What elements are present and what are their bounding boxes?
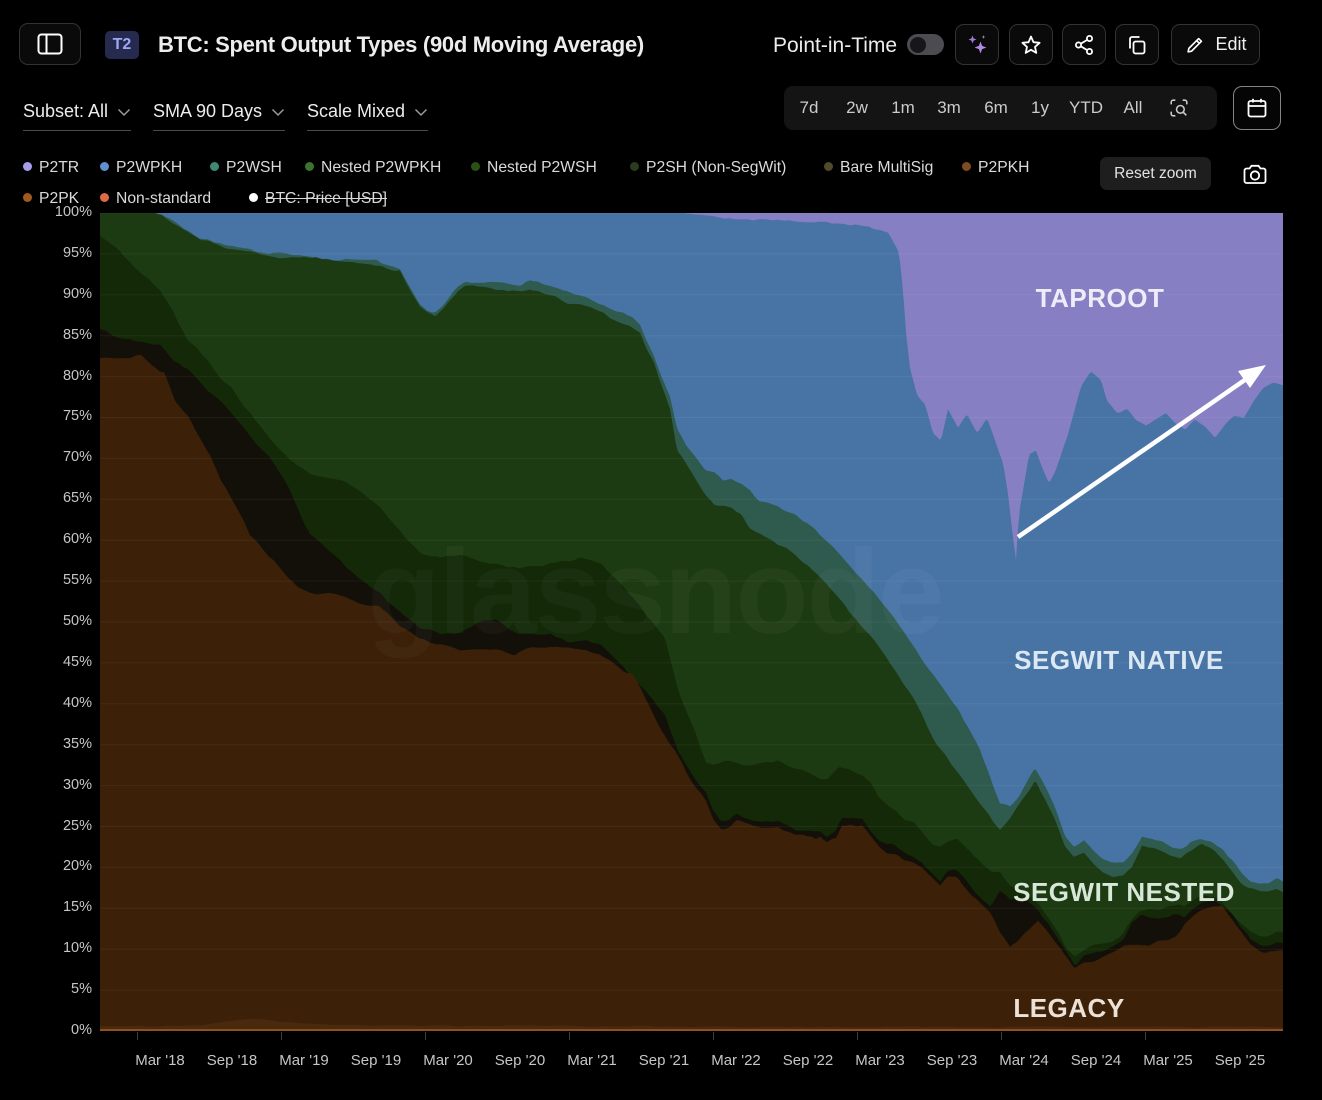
svg-text:SEGWIT NESTED: SEGWIT NESTED [1013,877,1235,907]
svg-text:SEGWIT NATIVE: SEGWIT NATIVE [1014,645,1224,675]
svg-text:TAPROOT: TAPROOT [1036,283,1165,313]
svg-text:glassnode: glassnode [367,525,943,659]
svg-text:LEGACY: LEGACY [1013,993,1124,1023]
